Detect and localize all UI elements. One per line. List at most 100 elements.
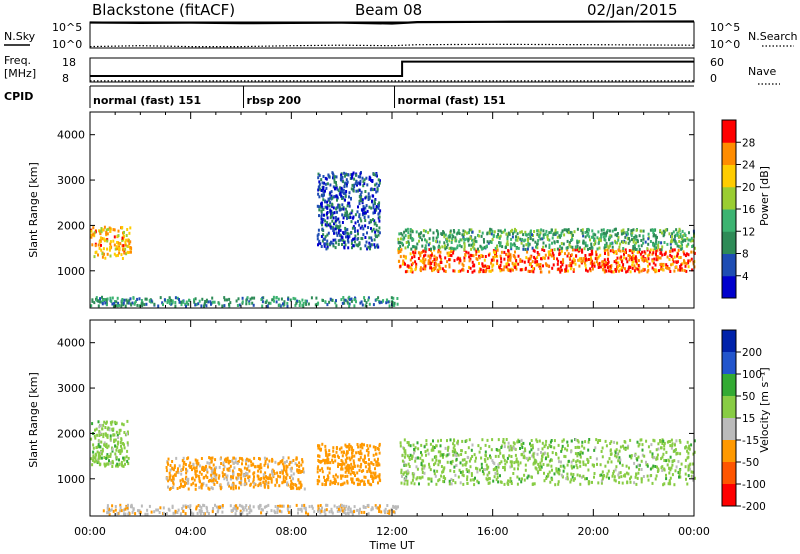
data-cell (609, 449, 612, 453)
data-cell (346, 238, 349, 242)
data-cell (396, 505, 399, 509)
data-cell (111, 465, 114, 468)
data-cell (230, 475, 232, 479)
data-cell (615, 259, 618, 262)
colorbar-swatch (722, 186, 736, 210)
data-cell (245, 302, 248, 306)
data-cell (449, 460, 452, 464)
data-cell (553, 472, 556, 476)
data-cell (607, 469, 610, 473)
ytick-label: 2000 (57, 219, 85, 232)
data-cell (440, 453, 443, 457)
data-cell (588, 253, 591, 257)
data-cell (116, 464, 119, 468)
data-cell (121, 238, 124, 242)
data-cell (388, 304, 391, 308)
data-cell (359, 301, 362, 305)
data-cell (99, 423, 102, 427)
data-cell (324, 189, 326, 193)
data-cell (182, 485, 185, 488)
data-cell (506, 240, 509, 244)
data-cell (578, 264, 581, 268)
data-cell (435, 458, 438, 462)
data-cell (373, 211, 376, 214)
data-cell (576, 239, 579, 243)
data-cell (123, 458, 126, 462)
data-cell (496, 245, 498, 249)
data-cell (616, 241, 619, 245)
data-cell (443, 231, 445, 235)
data-cell (325, 186, 328, 190)
colorbar-tick-label: 100 (742, 369, 762, 381)
colorbar-swatch (722, 120, 736, 143)
data-cell (92, 226, 95, 230)
data-cell (689, 259, 692, 263)
data-cell (329, 209, 332, 213)
data-cell (496, 472, 499, 476)
data-cell (530, 229, 532, 233)
data-cell (218, 474, 221, 478)
data-cell (167, 479, 170, 483)
data-cell (456, 452, 458, 456)
data-cell (195, 461, 198, 465)
data-cell (184, 302, 187, 306)
data-cell (459, 461, 462, 465)
data-cell (514, 447, 517, 451)
data-cell (361, 442, 363, 446)
data-cell (366, 231, 368, 235)
data-cell (435, 258, 438, 262)
data-cell (261, 304, 264, 308)
data-cell (168, 302, 171, 305)
data-cell (267, 503, 270, 507)
data-cell (567, 231, 570, 235)
data-cell (672, 230, 675, 234)
data-cell (433, 254, 436, 258)
data-cell (218, 483, 221, 487)
data-cell (334, 216, 337, 219)
data-cell (259, 470, 262, 474)
colorbar-tick-label: 15 (742, 413, 755, 425)
data-cell (589, 247, 591, 250)
data-cell (399, 264, 402, 268)
data-cell (442, 479, 445, 483)
data-cell (97, 458, 100, 462)
data-cell (292, 459, 295, 462)
data-cell (411, 478, 414, 482)
data-cell (385, 298, 388, 302)
data-cell (563, 454, 566, 458)
data-cell (210, 486, 213, 490)
data-cell (358, 468, 361, 472)
data-cell (599, 439, 602, 442)
data-cell (527, 257, 530, 261)
data-cell (276, 511, 279, 514)
data-cell (230, 486, 232, 490)
data-cell (340, 175, 343, 179)
data-cell (637, 455, 640, 459)
data-cell (440, 438, 442, 442)
data-cell (432, 439, 434, 443)
data-cell (403, 447, 406, 451)
data-cell (341, 301, 344, 305)
data-cell (473, 263, 476, 267)
data-cell (618, 481, 621, 485)
data-cell (482, 270, 485, 274)
data-cell (503, 441, 506, 445)
data-cell (462, 268, 465, 272)
data-cell (317, 504, 320, 508)
data-cell (515, 457, 518, 461)
data-cell (261, 300, 264, 304)
data-cell (613, 260, 616, 264)
data-cell (460, 449, 463, 453)
data-cell (691, 239, 694, 243)
data-cell (489, 240, 492, 244)
data-cell (359, 217, 362, 221)
data-cell (405, 229, 408, 233)
data-cell (666, 266, 669, 270)
data-cell (669, 253, 672, 257)
data-cell (289, 298, 292, 302)
data-cell (413, 447, 416, 451)
data-cell (344, 226, 347, 230)
data-cell (584, 477, 587, 481)
data-cell (589, 269, 592, 273)
data-cell (540, 465, 543, 469)
